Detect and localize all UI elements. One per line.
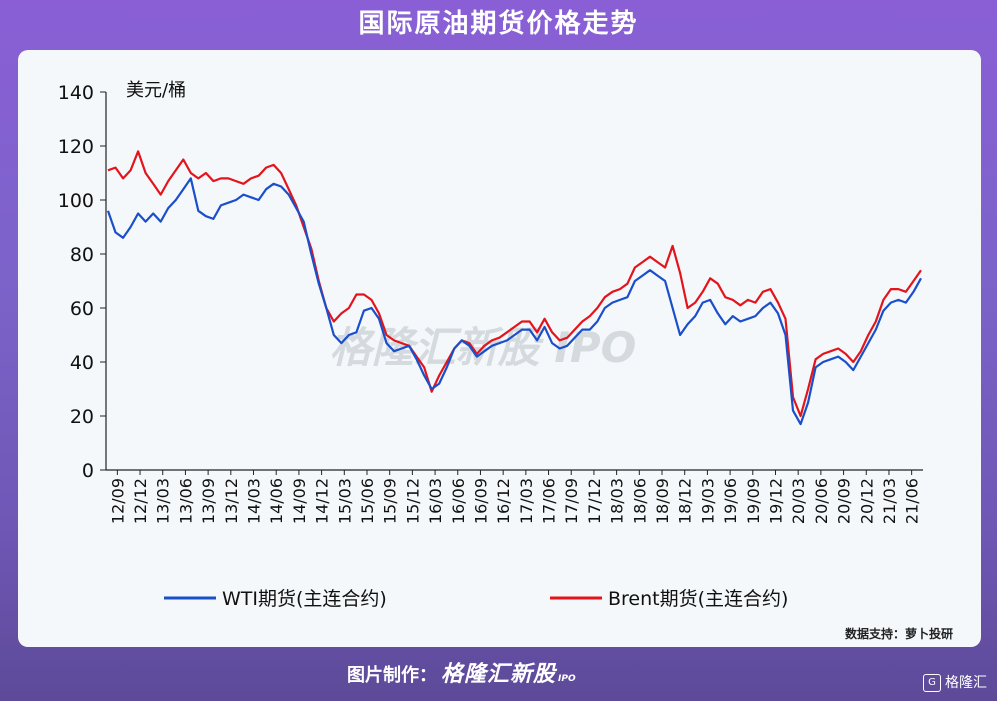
x-tick-label: 15/12 [403,478,422,524]
y-tick-label: 80 [70,244,94,266]
made-by-credit: 图片制作： 格隆汇新股 IPO [347,660,576,690]
series-line-wti [106,177,922,426]
x-tick-label: 19/09 [744,478,763,524]
x-tick-label: 14/03 [245,478,264,524]
corner-logo-text: 格隆汇 [945,675,987,691]
x-tick-label: 13/06 [176,478,195,524]
x-tick-label: 19/06 [721,478,740,524]
x-tick-label: 18/03 [608,478,627,524]
x-tick-label: 20/03 [789,478,808,524]
legend-label-brent: Brent期货(主连合约) [608,588,788,610]
x-tick-label: 18/09 [653,478,672,524]
y-tick-label: 40 [70,352,94,374]
y-tick-label: 20 [70,406,94,428]
x-tick-label: 21/06 [903,478,922,524]
corner-logo: G 格隆汇 [923,672,987,694]
y-axis-label: 美元/桶 [126,80,186,101]
x-tick-label: 13/09 [199,478,218,524]
x-tick-label: 12/09 [108,478,127,524]
y-tick-label: 100 [58,190,94,212]
x-tick-label: 16/09 [471,478,490,524]
chart-panel: 格隆汇新股 IPO 0 20 40 60 80 100 120 140 美元/桶 12/09 12/… [18,50,981,647]
x-tick-label: 20/12 [857,478,876,524]
x-tick-label: 14/09 [290,478,309,524]
x-tick-label: 17/06 [540,478,559,524]
y-tick-label: 140 [58,82,94,104]
y-tick-label: 0 [82,460,94,482]
y-tick-label: 120 [58,136,94,158]
logo-mark-icon: G [923,674,941,692]
x-tick-label: 17/09 [562,478,581,524]
x-tick-label: 17/03 [517,478,536,524]
page-title: 国际原油期货价格走势 [358,9,639,39]
series-line-brent [107,150,922,418]
x-tick-label: 13/03 [154,478,173,524]
x-tick-label: 16/12 [494,478,513,524]
x-tick-label: 15/09 [381,478,400,524]
made-by-label: 图片制作： [347,665,437,686]
brand-ipo: IPO [558,674,576,684]
x-tick-label: 13/12 [222,478,241,524]
x-tick-label: 19/12 [766,478,785,524]
source-note: 数据支持：萝卜投研 [845,626,953,641]
x-tick-label: 21/03 [880,478,899,524]
x-tick-label: 12/12 [131,478,150,524]
x-tick-label: 14/06 [267,478,286,524]
legend-label-wti: WTI期货(主连合约) [222,588,387,610]
x-tick-label: 18/06 [630,478,649,524]
x-tick-label: 20/09 [835,478,854,524]
x-tick-label: 14/12 [313,478,332,524]
chart-legend: WTI期货(主连合约) Brent期货(主连合约) [164,588,788,610]
brand-name: 格隆汇新股 [441,662,557,687]
x-tick-label: 16/03 [426,478,445,524]
x-tick-label: 15/06 [358,478,377,524]
y-tick-label: 60 [70,298,94,320]
x-tick-label: 16/06 [449,478,468,524]
x-tick-label: 17/12 [585,478,604,524]
x-tick-label: 15/03 [335,478,354,524]
x-tick-label: 18/12 [676,478,695,524]
chart-lines [106,150,922,426]
x-tick-label: 20/06 [812,478,831,524]
x-tick-label: 19/03 [698,478,717,524]
